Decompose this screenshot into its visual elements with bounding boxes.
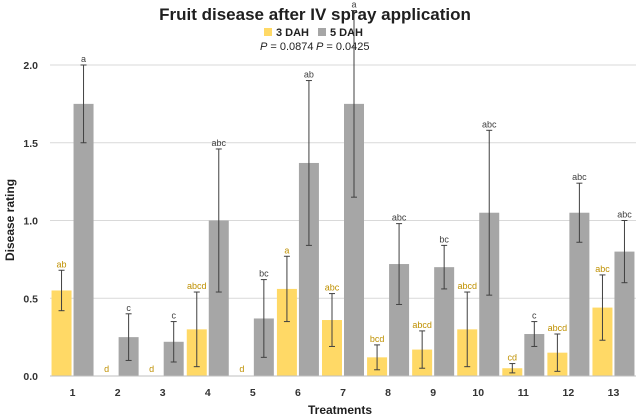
x-tick-label: 12 [563, 387, 575, 399]
significance-letter-3-dah: abc [595, 264, 610, 274]
significance-letter-5-dah: abc [617, 210, 632, 220]
x-tick-label: 5 [250, 387, 256, 399]
significance-letter-5-dah: abc [572, 172, 587, 182]
x-tick-label: 4 [205, 387, 211, 399]
significance-letter-5-dah: a [351, 0, 356, 10]
legend-label-5dah: 5 DAH [330, 27, 363, 39]
significance-letter-5-dah: a [81, 54, 86, 64]
bar-5-dah [208, 220, 229, 376]
significance-letter-5-dah: c [532, 311, 537, 321]
x-tick-label: 9 [430, 387, 436, 399]
bar-5-dah [389, 264, 410, 376]
significance-letter-5-dah: abc [482, 119, 497, 129]
y-axis-ticks: 0.0 0.5 1.0 1.5 2.0 [23, 60, 38, 383]
grid-lines [50, 64, 636, 299]
bars [51, 103, 635, 376]
y-tick-label: 1.5 [23, 138, 38, 150]
bar-5-dah [524, 334, 545, 376]
x-tick-label: 7 [340, 387, 346, 399]
bar-5-dah [298, 162, 319, 376]
y-axis-label: Disease rating [3, 179, 17, 261]
bar-5-dah [614, 251, 635, 376]
bar-3-dah [51, 290, 72, 376]
legend: 3 DAH 5 DAH P = 0.0874 P = 0.0425 [260, 27, 370, 53]
significance-letter-5-dah: c [126, 303, 131, 313]
significance-letter-3-dah: d [149, 364, 154, 374]
significance-letter-3-dah: abcd [187, 281, 207, 291]
legend-swatch-5dah [318, 28, 326, 36]
significance-letter-3-dah: d [104, 364, 109, 374]
bar-3-dah [276, 288, 297, 376]
bar-5-dah [73, 103, 94, 376]
error-bars [58, 10, 628, 374]
significance-letter-5-dah: bc [259, 269, 269, 279]
significance-letter-3-dah: abcd [457, 281, 477, 291]
bar-3-dah [592, 307, 613, 376]
significance-letter-3-dah: ab [57, 259, 67, 269]
y-tick-label: 0.5 [23, 293, 38, 305]
significance-letter-3-dah: abc [325, 283, 340, 293]
significance-letter-5-dah: c [171, 311, 176, 321]
x-axis-ticks: 1 2 3 4 5 6 7 8 9 10 11 12 13 [70, 387, 620, 399]
significance-letter-5-dah: abc [212, 138, 227, 148]
x-tick-label: 1 [70, 387, 76, 399]
p-value-3dah: P = 0.0874 [260, 41, 314, 53]
significance-letter-3-dah: abcd [412, 320, 432, 330]
significance-letter-3-dah: abcd [548, 323, 568, 333]
bar-5-dah [344, 103, 364, 376]
significance-letter-3-dah: d [239, 364, 244, 374]
significance-letter-3-dah: bcd [370, 334, 385, 344]
significance-letter-5-dah: abc [392, 213, 407, 223]
significance-letter-5-dah: ab [304, 70, 314, 80]
bar-3-dah [322, 320, 342, 376]
x-tick-label: 6 [295, 387, 301, 399]
significance-letter-5-dah: bc [439, 234, 449, 244]
x-tick-label: 8 [385, 387, 391, 399]
x-tick-label: 11 [518, 387, 529, 399]
chart-title: Fruit disease after IV spray application [159, 5, 471, 24]
x-axis-label: Treatments [308, 403, 372, 417]
bar-5-dah [569, 212, 590, 376]
x-tick-label: 3 [160, 387, 166, 399]
significance-letter-3-dah: a [284, 245, 289, 255]
y-tick-label: 2.0 [23, 60, 38, 72]
x-tick-label: 2 [115, 387, 121, 399]
y-tick-label: 1.0 [23, 216, 38, 228]
y-tick-label: 0.0 [23, 371, 38, 383]
legend-label-3dah: 3 DAH [276, 27, 309, 39]
p-value-5dah: P = 0.0425 [316, 41, 370, 53]
significance-letters: abadcdcabcdabcdbcaababcabcdabcabcdbcabcd… [57, 0, 633, 374]
legend-swatch-3dah [264, 28, 272, 36]
significance-letter-3-dah: cd [508, 353, 518, 363]
bar-5-dah [434, 267, 455, 376]
x-tick-label: 10 [472, 387, 484, 399]
x-tick-label: 13 [608, 387, 620, 399]
